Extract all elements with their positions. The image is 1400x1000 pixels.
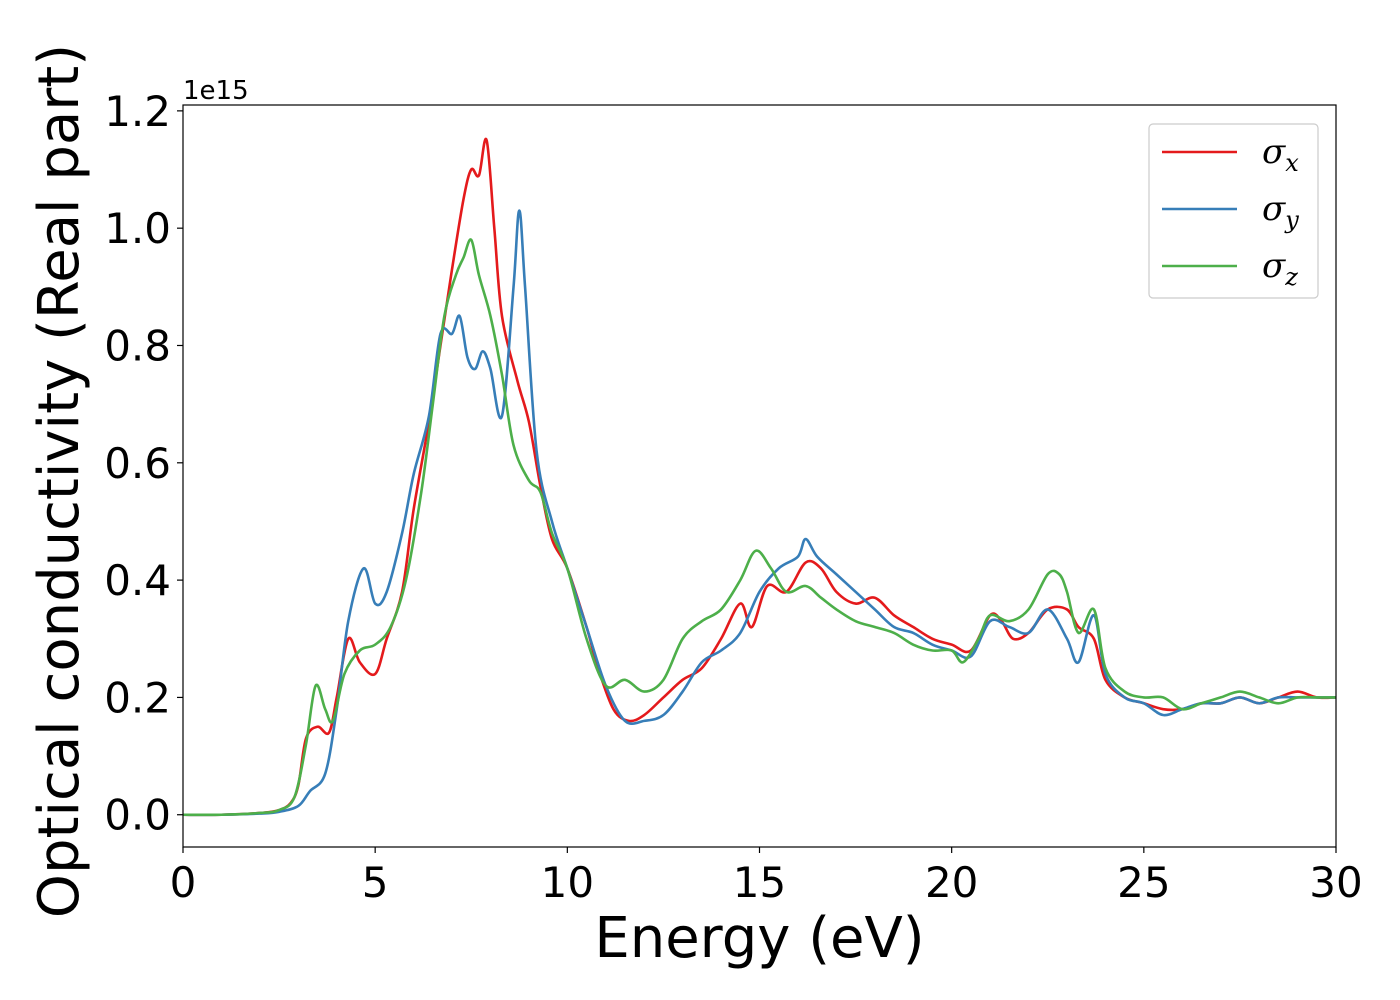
x-tick-label: 15 [733, 858, 786, 907]
y-tick-label: 0.6 [104, 439, 171, 488]
legend-label-z: σz [1262, 246, 1298, 291]
x-tick-label: 20 [925, 858, 978, 907]
x-tick-label: 10 [541, 858, 594, 907]
x-axis-title: Energy (eV) [594, 906, 924, 971]
series-line-z [183, 238, 1336, 817]
x-tick-label: 0 [170, 858, 197, 907]
x-axis: 0 5 10 15 20 25 30 [170, 847, 1363, 907]
series-line-y [183, 209, 1336, 817]
plot-area [183, 137, 1336, 817]
x-tick-label: 25 [1117, 858, 1170, 907]
x-tick-label: 30 [1309, 858, 1362, 907]
legend: σx σy σz [1148, 123, 1319, 299]
y-tick-label: 1.0 [104, 204, 171, 253]
y-tick-label: 0.2 [104, 673, 171, 722]
y-offset-label: 1e15 [183, 76, 249, 106]
y-axis: 0.0 0.2 0.4 0.6 0.8 1.0 1.2 [104, 87, 183, 840]
legend-label-y: σy [1262, 189, 1299, 234]
x-tick-label: 5 [362, 858, 389, 907]
legend-box [1148, 123, 1319, 299]
y-tick-label: 0.8 [104, 321, 171, 370]
y-tick-label: 0.0 [104, 791, 171, 840]
y-axis-title: Optical conductivity (Real part) [27, 44, 92, 918]
y-tick-label: 1.2 [104, 87, 171, 136]
legend-label-x: σx [1262, 132, 1299, 177]
y-tick-label: 0.4 [104, 556, 171, 605]
series-line-x [183, 137, 1336, 817]
